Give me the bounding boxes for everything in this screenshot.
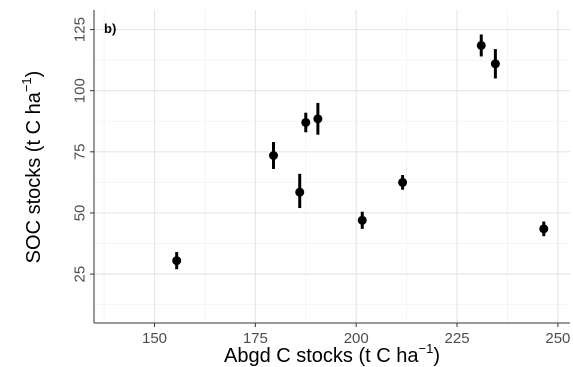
y-tick-label: 125 [72, 17, 89, 42]
data-point [295, 187, 305, 197]
data-point [539, 224, 549, 234]
x-tick-label: 200 [344, 330, 369, 347]
y-tick-label: 50 [72, 205, 89, 222]
x-tick-label: 225 [445, 330, 470, 347]
y-tick-label: 25 [72, 266, 89, 283]
data-point [269, 150, 279, 160]
data-point [172, 256, 182, 266]
data-point [357, 215, 367, 225]
x-tick-label: 150 [142, 330, 167, 347]
x-tick-label: 250 [545, 330, 570, 347]
data-point [301, 117, 311, 127]
x-tick-label: 175 [243, 330, 268, 347]
grid-minor [94, 10, 570, 323]
y-axis-title: SOC stocks (t C ha−1) [19, 71, 45, 264]
data-point [313, 114, 323, 124]
data-point [398, 177, 408, 187]
data-point [490, 59, 500, 69]
y-tick-labels: 25 50 75 100 125 [72, 17, 89, 282]
y-tick-label: 75 [72, 143, 89, 160]
x-axis-title: Abgd C stocks (t C ha−1) [224, 341, 440, 367]
data-point [476, 40, 486, 50]
grid-major [94, 10, 570, 323]
panel-label: b) [104, 21, 116, 36]
x-tick-labels: 150 175 200 225 250 [142, 330, 570, 347]
y-tick-label: 100 [72, 78, 89, 103]
panel-background [94, 10, 570, 323]
axis-lines [90, 10, 570, 327]
data-points [172, 40, 549, 266]
